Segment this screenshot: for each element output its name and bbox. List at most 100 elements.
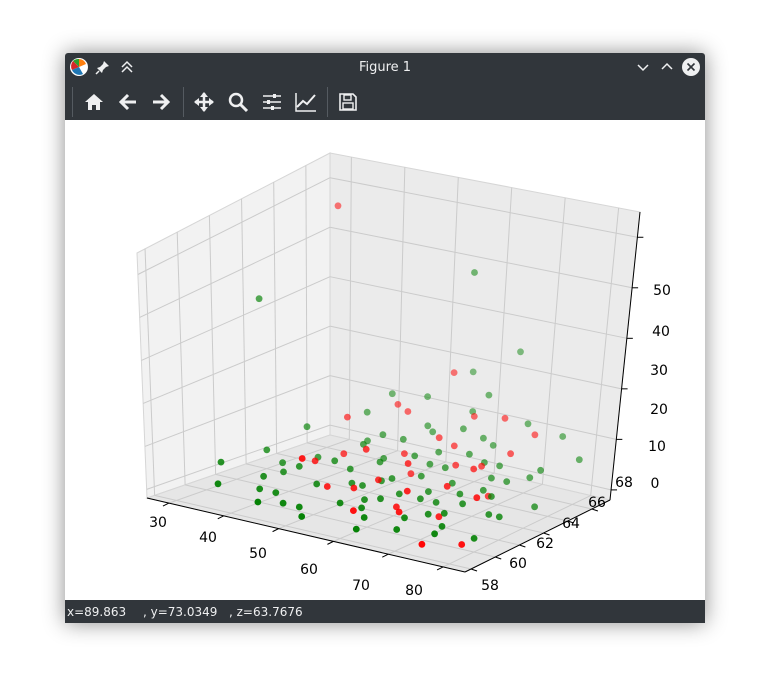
scatter-point <box>479 486 487 494</box>
home-icon[interactable] <box>81 89 107 115</box>
gridline-z <box>329 177 638 238</box>
scatter-point <box>470 465 478 473</box>
scatter-point <box>303 423 311 431</box>
y-tick-label: 58 <box>481 578 499 594</box>
scatter-point <box>489 442 497 449</box>
maximize-icon[interactable] <box>657 57 677 77</box>
y-tick-mark <box>543 532 550 536</box>
scatter-point <box>395 508 403 516</box>
x-tick-mark <box>382 553 389 558</box>
back-arrow-icon[interactable] <box>115 89 141 115</box>
scatter-point <box>279 499 287 507</box>
gridline-z <box>329 424 612 491</box>
scatter-point <box>485 391 493 399</box>
app-icon[interactable] <box>69 57 89 77</box>
scatter-point <box>424 393 431 400</box>
y-axis-line <box>464 499 611 573</box>
gridline-z <box>329 226 633 289</box>
save-icon[interactable] <box>335 89 361 115</box>
keep-above-icon[interactable] <box>117 57 137 77</box>
scatter-point <box>473 494 481 502</box>
gridline-y <box>215 473 520 546</box>
scatter-point <box>431 530 438 538</box>
y-tick-labels: 58 60 62 64 66 68 <box>481 475 633 594</box>
status-bar: x=89.863 , y=73.0349 , z=63.7676 <box>65 600 705 623</box>
status-x-coordinate: x=89.863 <box>67 605 127 619</box>
zoom-icon[interactable] <box>225 89 251 115</box>
scatter-point <box>460 425 467 433</box>
scatter-point <box>456 490 464 498</box>
scatter-point <box>375 476 382 484</box>
navigation-toolbar <box>65 82 705 120</box>
scatter-point <box>407 470 415 478</box>
scatter-point <box>524 420 532 428</box>
scatter-point <box>394 401 402 408</box>
scatter-point <box>417 472 425 480</box>
scatter-point <box>260 472 267 480</box>
gridline-x <box>493 187 513 474</box>
scatter-point <box>263 446 271 454</box>
close-icon[interactable] <box>681 57 701 77</box>
scatter-point <box>424 510 432 518</box>
gridline-x <box>223 450 398 517</box>
scatter-point <box>323 483 331 490</box>
minimize-icon[interactable] <box>633 57 653 77</box>
scatter-point <box>346 465 354 473</box>
scatter-point <box>424 422 432 430</box>
scatter-point <box>350 484 358 492</box>
z-axis-line <box>609 211 641 501</box>
gridline-x <box>388 483 543 555</box>
status-z-coordinate: , z=63.7676 <box>229 605 303 619</box>
pin-icon[interactable] <box>93 57 113 77</box>
x-tick-label: 70 <box>352 578 370 594</box>
scatter-point <box>376 458 384 466</box>
forward-arrow-icon[interactable] <box>148 89 174 115</box>
scatter-point <box>401 450 408 457</box>
plot-canvas[interactable]: 30 40 50 60 70 80 58 60 62 64 66 68 0 10… <box>65 120 705 600</box>
scatter-point <box>435 434 443 442</box>
x-axis-line <box>146 497 466 573</box>
scatter-point <box>340 450 348 458</box>
z-tick-labels: 0 10 20 30 40 50 <box>648 283 671 492</box>
scatter-point <box>432 499 440 506</box>
scatter-point <box>441 464 449 472</box>
scatter3d-chart[interactable]: 30 40 50 60 70 80 58 60 62 64 66 68 0 10… <box>65 120 705 600</box>
scatter-point <box>495 513 503 521</box>
scatter-point <box>359 482 366 489</box>
status-y-coordinate: , y=73.0349 <box>143 605 218 619</box>
scatter-point <box>503 478 511 485</box>
x-tick-mark <box>272 528 279 533</box>
edit-axis-icon[interactable] <box>293 89 319 115</box>
gridline-y <box>144 248 156 496</box>
toolbar-separator <box>327 87 328 117</box>
scatter-point <box>393 503 400 511</box>
scatter-point <box>459 500 466 508</box>
z-tick-label: 30 <box>650 363 668 379</box>
scatter-point <box>214 480 222 488</box>
y-tick-label: 66 <box>588 495 606 511</box>
scatter-point <box>438 523 446 530</box>
scatter-point <box>393 526 401 533</box>
pan-icon[interactable] <box>191 89 217 115</box>
scatter-point <box>425 488 432 495</box>
gridline-z <box>146 424 331 490</box>
gridline-z <box>329 325 622 390</box>
x-tick-mark <box>217 515 224 520</box>
scatter-point <box>418 540 426 548</box>
x-tick-mark <box>162 502 170 507</box>
configure-subplots-icon[interactable] <box>259 89 285 115</box>
scatter-point <box>298 455 306 462</box>
scatter-point <box>360 514 368 521</box>
gridline-y <box>176 232 186 485</box>
scatter-point <box>255 295 263 303</box>
y-tick-mark <box>495 556 502 560</box>
gridlines <box>137 157 638 570</box>
scatter-point <box>426 460 434 468</box>
gridline-x <box>168 439 350 504</box>
gridline-y <box>185 484 496 558</box>
scatter-point <box>295 503 303 511</box>
gridline-z <box>329 375 617 440</box>
scatter-point <box>480 434 487 442</box>
gridline-x <box>590 207 620 496</box>
y-tick-mark <box>519 544 526 548</box>
